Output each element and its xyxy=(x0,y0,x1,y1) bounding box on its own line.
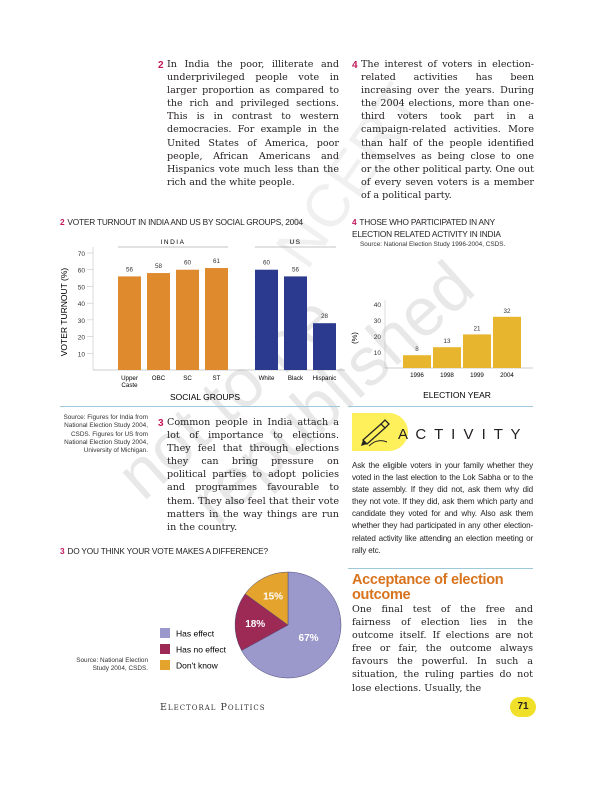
vote-pie-chart: 67% 18% 15% Has effect Has no effect Don't kn… xyxy=(160,571,342,679)
chart-turnout-source: Source: Figures for India from National … xyxy=(63,414,148,455)
legend-label: Has effect xyxy=(176,629,215,639)
item-number: 2 xyxy=(158,60,164,71)
paragraph-item-2: In India the poor, illiterate and underp… xyxy=(167,59,339,188)
chart-title-text: DO YOU THINK YOUR VOTE MAKES A DIFFERENC… xyxy=(67,546,268,556)
pencil-hand-icon xyxy=(361,419,390,447)
y-tick-label: 20 xyxy=(78,335,86,342)
x-tick-label: 1999 xyxy=(470,372,484,379)
chart-title-text: THOSE WHO PARTICIPATED IN ANY ELECTION R… xyxy=(352,217,501,239)
chart-participation-source: Source: National Election Study 1996-200… xyxy=(360,241,506,248)
chart-number: 3 xyxy=(60,546,65,556)
y-tick-label: 70 xyxy=(78,251,86,258)
participation-bar-chart: (%) 10 20 30 40 8 1996 13 1998 21 1999 32 2004 ELECTI… xyxy=(350,300,533,400)
legend-label: Don't know xyxy=(176,661,219,671)
y-tick-label: 50 xyxy=(78,284,86,291)
data-label: 8 xyxy=(415,346,419,353)
bar xyxy=(403,355,431,368)
chart-participation-title: 4 THOSE WHO PARTICIPATED IN ANY ELECTION … xyxy=(352,216,532,240)
activity-text: Ask the eligible voters in your family w… xyxy=(352,461,533,555)
data-label: 21 xyxy=(473,325,481,332)
x-tick-label: 1998 xyxy=(440,372,454,379)
bar xyxy=(147,273,170,370)
divider xyxy=(348,406,533,407)
x-tick-label: 1996 xyxy=(410,372,424,379)
data-label: 56 xyxy=(126,266,134,273)
section-heading-line1: Acceptance of election xyxy=(352,572,504,588)
activity-heading: A C T I V I T Y xyxy=(398,426,523,443)
legend-swatch xyxy=(160,644,170,654)
y-tick-label: 40 xyxy=(374,302,382,309)
y-axis-label: VOTER TURNOUT (%) xyxy=(59,268,69,357)
y-tick-label: 60 xyxy=(78,268,86,275)
data-label: 32 xyxy=(503,308,511,315)
bar xyxy=(255,269,278,370)
item-number: 3 xyxy=(158,418,164,429)
slice-label: 18% xyxy=(245,619,265,630)
x-tick-label: OBC xyxy=(152,375,166,382)
running-title: Electoral Politics xyxy=(160,702,266,713)
section-paragraph: One final test of the free and fairness … xyxy=(352,604,533,694)
data-label: 28 xyxy=(321,313,329,320)
data-label: 60 xyxy=(263,260,271,267)
bar xyxy=(205,268,228,370)
x-tick-label: White xyxy=(259,375,275,382)
x-tick-label: 2004 xyxy=(500,372,514,379)
data-label: 56 xyxy=(292,266,300,273)
divider xyxy=(348,568,533,569)
legend-swatch xyxy=(160,660,170,670)
y-axis-label: (%) xyxy=(350,332,359,344)
slice-label: 67% xyxy=(299,633,319,644)
x-axis-label: ELECTION YEAR xyxy=(423,390,491,400)
item-number: 4 xyxy=(352,60,358,71)
chart-title-text: VOTER TURNOUT IN INDIA AND US BY SOCIAL … xyxy=(67,217,303,227)
bar xyxy=(284,276,307,370)
chart-number: 4 xyxy=(352,217,357,227)
data-label: 13 xyxy=(443,338,451,345)
y-tick-label: 30 xyxy=(78,318,86,325)
data-label: 61 xyxy=(213,258,221,265)
chart-number: 2 xyxy=(60,217,65,227)
group-label: INDIA xyxy=(161,239,186,246)
x-tick-label: SC xyxy=(183,375,192,382)
legend-swatch xyxy=(160,628,170,638)
paragraph-item-4: The interest of voters in election-relat… xyxy=(361,59,534,201)
pie-slice xyxy=(241,571,342,679)
slice-label: 15% xyxy=(263,592,283,603)
data-label: 58 xyxy=(155,263,163,270)
chart-turnout-title: 2 VOTER TURNOUT IN INDIA AND US BY SOCIAL… xyxy=(60,216,350,228)
x-tick-label: Hispanic xyxy=(313,375,337,382)
paragraph-item-3: Common people in India attach a lot of i… xyxy=(167,417,339,533)
pie-slice xyxy=(244,571,289,626)
page-number: 71 xyxy=(510,697,536,717)
y-tick-label: 10 xyxy=(374,350,382,357)
y-tick-label: 10 xyxy=(78,351,86,358)
turnout-bar-chart: VOTER TURNOUT (%) 10 20 30 40 50 60 70 INDIA 56 Up… xyxy=(59,239,345,402)
group-label: US xyxy=(289,239,301,246)
section-heading-line2: outcome xyxy=(352,587,411,603)
activity-badge xyxy=(352,413,408,451)
x-tick-label: ST xyxy=(213,375,221,382)
bar xyxy=(313,323,336,370)
legend-label: Has no effect xyxy=(176,645,227,655)
x-tick-label: Caste xyxy=(121,382,138,389)
y-tick-label: 40 xyxy=(78,301,86,308)
x-axis-label: SOCIAL GROUPS xyxy=(170,392,240,402)
bar xyxy=(118,276,141,370)
bar xyxy=(493,316,521,368)
y-tick-label: 30 xyxy=(374,318,382,325)
x-tick-label: Black xyxy=(288,375,304,382)
chart-vote-title: 3 DO YOU THINK YOUR VOTE MAKES A DIFFEREN… xyxy=(60,545,340,557)
data-label: 60 xyxy=(184,260,192,267)
y-tick-label: 20 xyxy=(374,334,382,341)
bar xyxy=(463,334,491,368)
chart-vote-source: Source: National Election Study 2004, CS… xyxy=(76,657,148,673)
section-heading: Acceptance of election outcome xyxy=(352,572,504,603)
divider xyxy=(60,406,340,407)
x-tick-label: Upper xyxy=(121,375,138,382)
bar xyxy=(433,347,461,368)
bar xyxy=(176,269,199,370)
pie-slice xyxy=(234,593,289,651)
